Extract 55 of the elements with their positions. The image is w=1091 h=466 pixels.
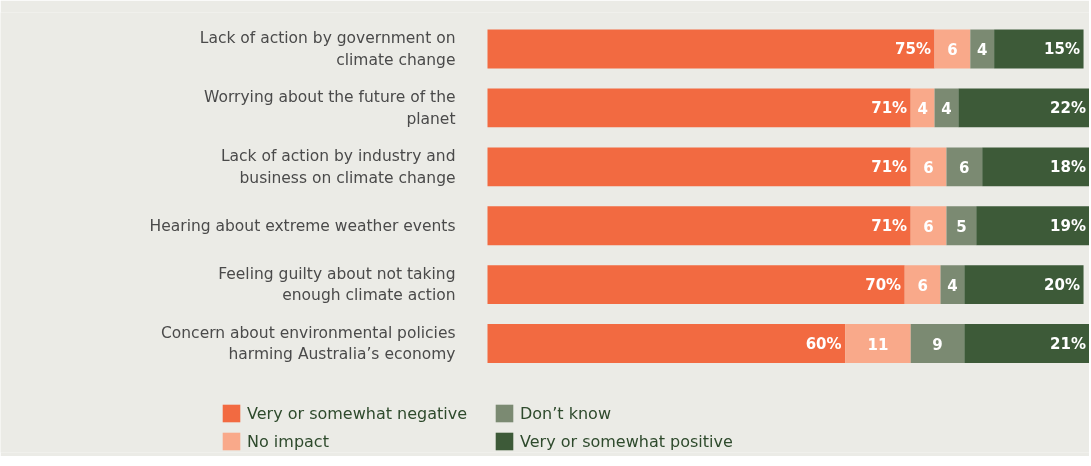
data-label: 75% (895, 40, 931, 59)
y-tick-label: Hearing about extreme weather events (149, 216, 456, 235)
bar (940, 265, 965, 305)
legend-label: Very or somewhat positive (520, 431, 734, 451)
bar (910, 147, 947, 187)
bar (994, 29, 1084, 69)
data-label: 18% (1050, 157, 1086, 176)
data-label: 4 (941, 99, 952, 118)
bar (946, 206, 977, 246)
bar (982, 147, 1089, 187)
data-label: 11 (867, 335, 889, 354)
data-label: 9 (932, 335, 943, 354)
bar (904, 265, 941, 305)
bar (964, 324, 1089, 363)
bar (976, 206, 1089, 246)
y-tick-label: Lack of action by industry and business on climate change (220, 147, 456, 187)
bar (946, 147, 983, 187)
data-label: 21% (1050, 334, 1086, 353)
bar (487, 206, 911, 246)
data-label: 4 (947, 276, 958, 295)
data-label: 5 (956, 217, 967, 236)
data-label: 6 (923, 158, 934, 177)
bar (910, 206, 947, 246)
data-label: 70% (865, 275, 902, 294)
y-tick-label: Worrying about the future of the planet (204, 88, 456, 128)
data-label: 71% (871, 157, 908, 176)
data-label: 15% (1044, 40, 1080, 59)
y-tick-label: Feeling guilty about not taking enough climate action (218, 264, 456, 305)
bar (487, 265, 905, 305)
data-label: 4 (976, 41, 988, 60)
bar (958, 88, 1089, 128)
data-label: 22% (1050, 98, 1086, 117)
data-label: 6 (947, 41, 958, 60)
legend-label: No impact (247, 431, 330, 451)
bar (487, 147, 911, 187)
bar (487, 29, 935, 69)
bar (487, 324, 846, 363)
data-label: 6 (923, 217, 934, 236)
data-label: 20% (1044, 275, 1080, 294)
data-label: 60% (805, 334, 842, 353)
y-tick-label: Lack of action by government on climate change (199, 29, 456, 69)
data-label: 71% (871, 216, 908, 235)
data-label: 6 (917, 276, 928, 295)
bar (845, 324, 911, 363)
bar (487, 88, 911, 128)
y-tick-label: Concern about environmental policies harming Australia’s economy (160, 323, 456, 364)
legend-label: Very or somewhat negative (247, 403, 469, 423)
data-label: 6 (959, 158, 970, 177)
bar (910, 324, 965, 363)
bar (964, 265, 1084, 305)
data-label: 71% (871, 98, 908, 117)
bar (910, 88, 935, 128)
legend-label: Don’t know (520, 403, 612, 423)
data-label: 4 (917, 99, 928, 118)
data-label: 19% (1050, 216, 1086, 235)
